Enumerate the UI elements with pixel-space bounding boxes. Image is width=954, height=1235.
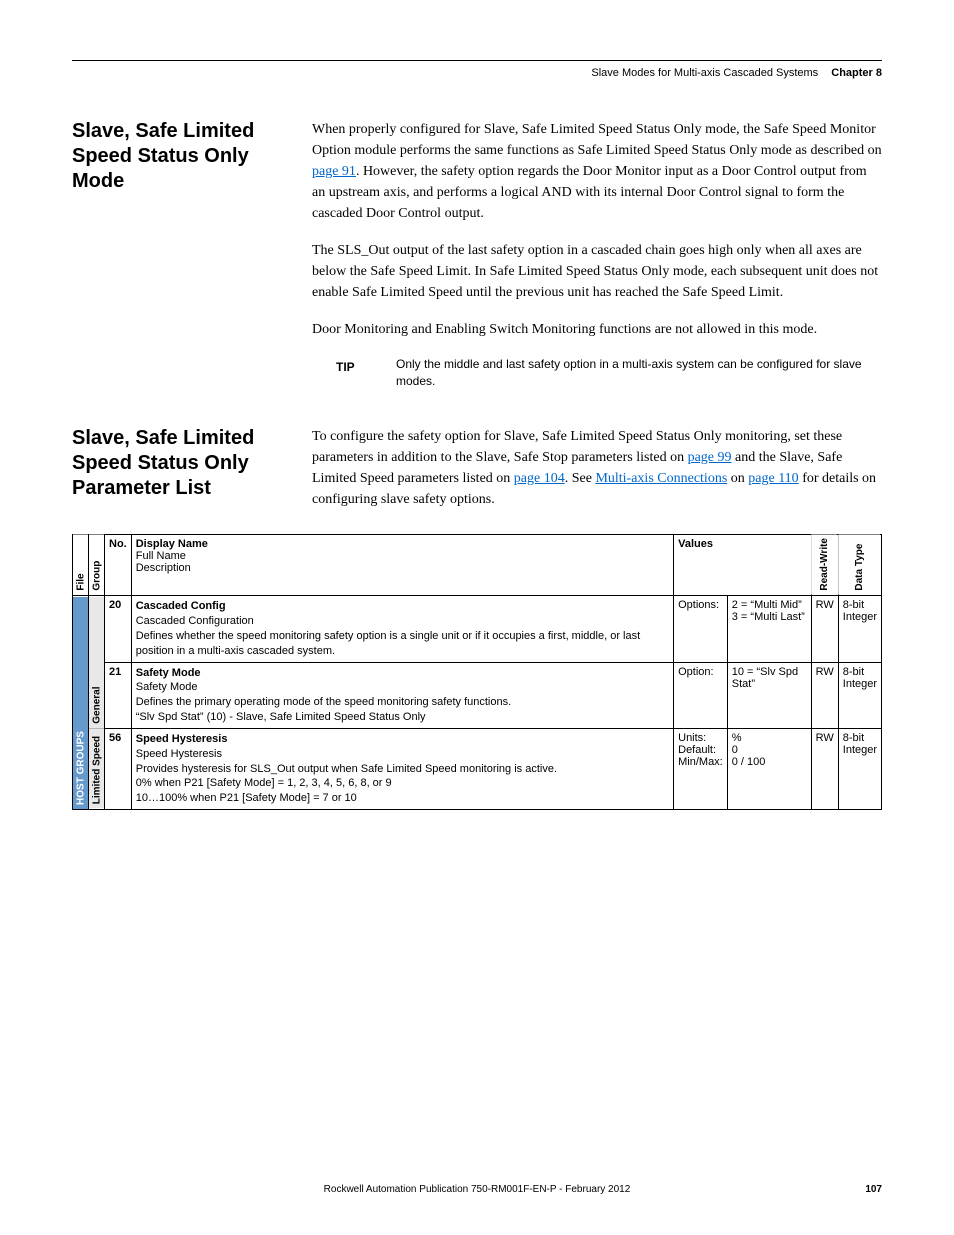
paragraph: To configure the safety option for Slave… [312, 426, 882, 510]
group-general: General [89, 596, 105, 729]
value-text: % 0 0 / 100 [727, 728, 811, 809]
table-row: 21 Safety Mode Safety Mode Defines the p… [73, 662, 882, 728]
section-body: When properly configured for Slave, Safe… [312, 119, 882, 398]
value-label: Option: [674, 662, 728, 728]
link-page-104[interactable]: page 104 [514, 471, 565, 486]
chapter-label: Chapter 8 [831, 67, 882, 79]
header-title: Slave Modes for Multi-axis Cascaded Syst… [591, 67, 818, 79]
tip-text: Only the middle and last safety option i… [396, 356, 882, 390]
file-hostgroups: HOST GROUPS [73, 596, 89, 810]
col-file: File [73, 534, 89, 596]
value-text: 10 = “Slv Spd Stat” [727, 662, 811, 728]
col-group: Group [89, 534, 105, 596]
param-no: 56 [105, 728, 132, 809]
param-desc: Safety Mode Safety Mode Defines the prim… [131, 662, 673, 728]
section-sls-parameter-list: Slave, Safe Limited Speed Status Only Pa… [72, 426, 882, 526]
param-dt: 8-bit Integer [838, 662, 881, 728]
tip-label: TIP [336, 356, 396, 390]
table-row: Limited Speed 56 Speed Hysteresis Speed … [73, 728, 882, 809]
param-desc: Cascaded Config Cascaded Configuration D… [131, 596, 673, 662]
page-number: 107 [842, 1184, 882, 1195]
publication-info: Rockwell Automation Publication 750-RM00… [112, 1184, 842, 1195]
col-values: Values [674, 534, 812, 596]
table-row: HOST GROUPS General 20 Cascaded Config C… [73, 596, 882, 662]
param-dt: 8-bit Integer [838, 596, 881, 662]
link-page-91[interactable]: page 91 [312, 164, 356, 179]
col-read-write: Read-Write [811, 534, 838, 596]
link-multi-axis-connections[interactable]: Multi-axis Connections [595, 471, 727, 486]
group-limited-speed: Limited Speed [89, 728, 105, 809]
value-text: 2 = “Multi Mid” 3 = “Multi Last” [727, 596, 811, 662]
paragraph: When properly configured for Slave, Safe… [312, 119, 882, 224]
header-rule [72, 60, 882, 61]
section-title: Slave, Safe Limited Speed Status Only Pa… [72, 426, 312, 526]
section-body: To configure the safety option for Slave… [312, 426, 882, 526]
parameter-table: File Group No. Display Name Full Name De… [72, 534, 882, 811]
param-desc: Speed Hysteresis Speed Hysteresis Provid… [131, 728, 673, 809]
tip-block: TIP Only the middle and last safety opti… [312, 356, 882, 390]
section-sls-status-only-mode: Slave, Safe Limited Speed Status Only Mo… [72, 119, 882, 398]
col-display-name: Display Name Full Name Description [131, 534, 673, 596]
link-page-99[interactable]: page 99 [688, 450, 732, 465]
running-header: Slave Modes for Multi-axis Cascaded Syst… [72, 67, 882, 79]
col-no: No. [105, 534, 132, 596]
param-no: 21 [105, 662, 132, 728]
param-dt: 8-bit Integer [838, 728, 881, 809]
page-footer: Rockwell Automation Publication 750-RM00… [72, 1184, 882, 1195]
param-rw: RW [811, 728, 838, 809]
link-page-110[interactable]: page 110 [748, 471, 798, 486]
paragraph: The SLS_Out output of the last safety op… [312, 240, 882, 303]
param-no: 20 [105, 596, 132, 662]
param-rw: RW [811, 662, 838, 728]
table-header-row: File Group No. Display Name Full Name De… [73, 534, 882, 596]
param-rw: RW [811, 596, 838, 662]
col-data-type: Data Type [838, 534, 881, 596]
section-title: Slave, Safe Limited Speed Status Only Mo… [72, 119, 312, 398]
value-label: Units: Default: Min/Max: [674, 728, 728, 809]
value-label: Options: [674, 596, 728, 662]
paragraph: Door Monitoring and Enabling Switch Moni… [312, 319, 882, 340]
